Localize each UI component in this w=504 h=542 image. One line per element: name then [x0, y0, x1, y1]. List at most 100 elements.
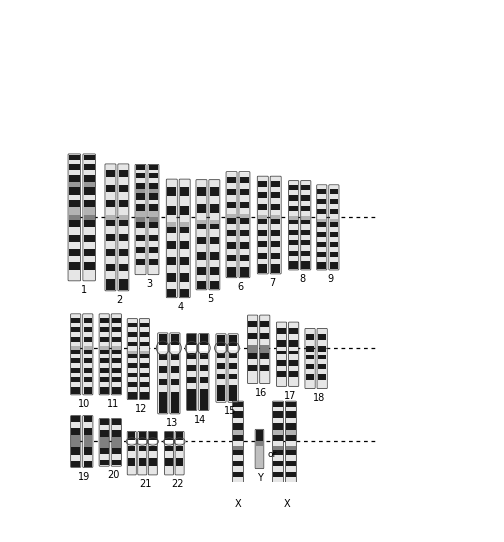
Bar	[261, 371, 269, 383]
Bar	[84, 315, 92, 318]
Bar	[248, 339, 257, 345]
Bar	[84, 164, 95, 170]
Bar	[84, 353, 92, 358]
Bar	[233, 455, 243, 461]
Bar	[149, 241, 158, 247]
Bar	[197, 281, 206, 289]
Bar	[118, 177, 128, 185]
Bar	[240, 224, 249, 230]
Bar	[318, 227, 326, 231]
Bar	[128, 337, 137, 341]
Bar	[301, 190, 310, 196]
Bar	[149, 259, 158, 265]
Bar	[167, 205, 176, 215]
Bar	[240, 172, 249, 177]
Text: 20: 20	[107, 470, 119, 480]
Bar	[100, 460, 108, 466]
Bar	[289, 328, 298, 334]
Bar	[286, 423, 296, 430]
Text: 8: 8	[299, 274, 305, 284]
Bar	[248, 327, 257, 333]
Bar	[165, 442, 173, 446]
Bar	[100, 337, 108, 341]
Bar	[301, 201, 310, 206]
Bar	[318, 358, 327, 364]
Text: 4: 4	[178, 302, 184, 312]
Bar	[112, 448, 120, 454]
Bar	[167, 215, 176, 222]
Bar	[72, 337, 80, 341]
Bar	[84, 215, 95, 220]
Bar	[273, 450, 283, 455]
Bar	[289, 347, 298, 351]
Bar	[200, 348, 208, 353]
Bar	[69, 215, 80, 220]
Text: 17: 17	[284, 391, 296, 401]
Bar	[149, 466, 157, 474]
Bar	[165, 450, 173, 458]
Bar	[227, 242, 236, 249]
Bar	[180, 180, 190, 187]
Bar	[286, 466, 296, 472]
Bar	[210, 237, 219, 244]
Bar	[217, 369, 225, 374]
Bar	[100, 322, 108, 327]
Bar	[318, 330, 327, 334]
Bar	[187, 348, 196, 353]
Bar	[171, 372, 179, 379]
Bar	[106, 200, 115, 208]
Bar	[318, 242, 326, 247]
Bar	[318, 231, 326, 236]
Bar	[197, 252, 206, 260]
Bar	[100, 448, 108, 454]
Bar	[286, 472, 296, 478]
Bar	[227, 177, 236, 183]
Bar	[233, 450, 243, 455]
Bar	[176, 466, 183, 474]
Bar	[149, 173, 158, 178]
Bar	[137, 440, 148, 443]
Bar	[106, 208, 115, 215]
Bar	[286, 442, 296, 446]
Bar	[330, 186, 338, 189]
Bar	[140, 351, 149, 354]
Bar	[106, 271, 115, 279]
Bar	[106, 234, 115, 241]
Bar	[277, 365, 286, 371]
Bar	[271, 186, 280, 192]
Bar	[136, 193, 145, 200]
Bar	[112, 372, 120, 377]
Bar	[128, 450, 136, 458]
Bar	[180, 289, 190, 297]
Bar	[72, 318, 80, 322]
Bar	[171, 360, 179, 366]
Bar	[149, 253, 158, 259]
Bar	[187, 353, 196, 359]
Bar	[100, 377, 108, 382]
Bar	[136, 235, 145, 241]
Bar	[210, 260, 219, 267]
Bar	[318, 346, 327, 352]
Bar	[233, 446, 243, 450]
Bar	[69, 256, 80, 262]
Bar	[248, 333, 257, 339]
Bar	[112, 358, 120, 363]
Bar	[128, 442, 136, 446]
Bar	[289, 250, 298, 256]
Bar	[84, 358, 92, 363]
Bar	[248, 321, 257, 327]
Bar	[289, 340, 298, 347]
Bar	[72, 350, 80, 353]
Bar	[140, 387, 149, 392]
Bar	[136, 247, 145, 253]
Bar	[136, 204, 145, 211]
Bar	[140, 377, 149, 382]
Bar	[240, 255, 249, 261]
Bar	[100, 350, 108, 353]
Bar	[273, 411, 283, 417]
Bar	[100, 327, 108, 332]
Bar	[167, 180, 176, 187]
Bar	[72, 455, 80, 461]
Bar	[136, 241, 145, 247]
Bar	[217, 353, 225, 358]
